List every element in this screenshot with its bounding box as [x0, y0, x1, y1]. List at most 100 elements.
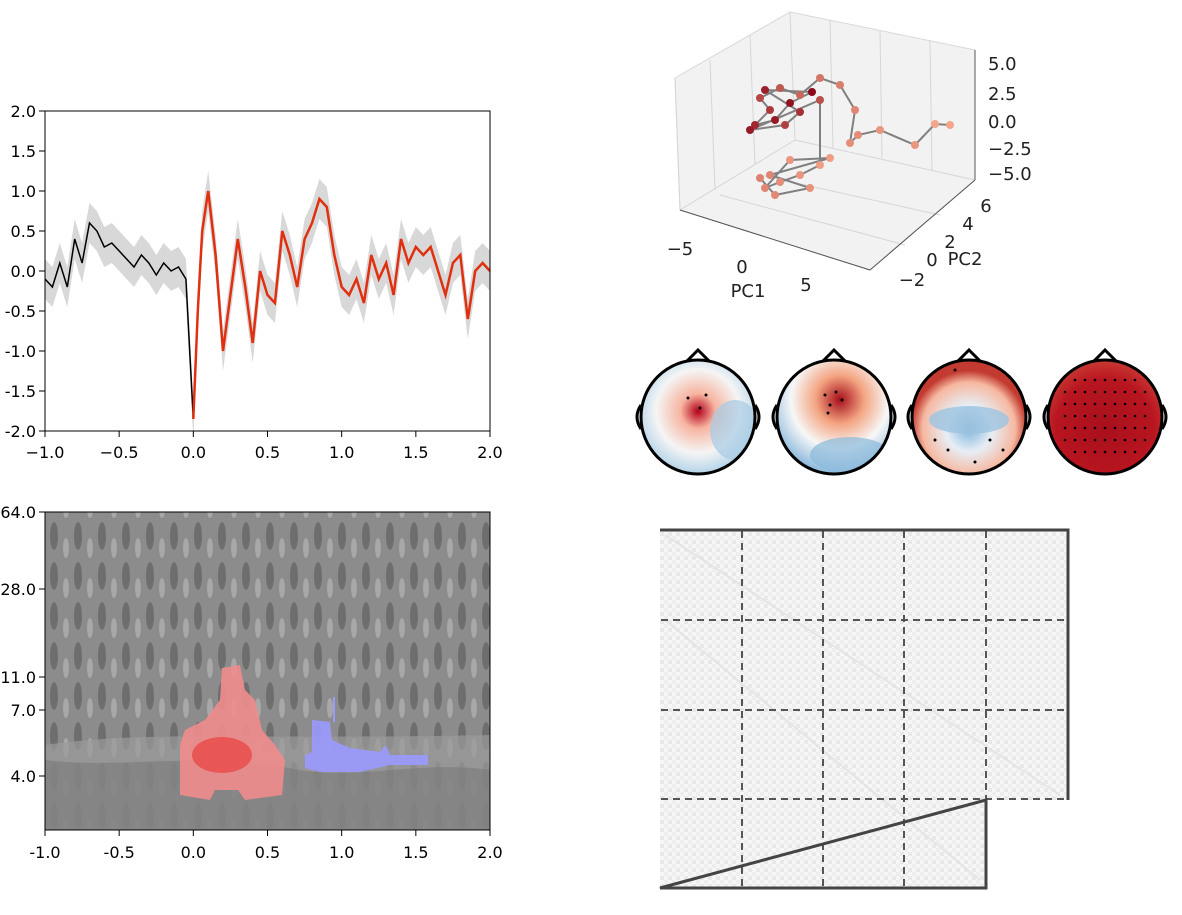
- sensor-dot: [933, 438, 937, 442]
- tf-x-tick-label: -0.5: [104, 843, 135, 862]
- pca-point: [876, 126, 884, 134]
- sensor-dot: [1143, 390, 1147, 394]
- sensor-dot: [1083, 390, 1087, 394]
- pca-point: [771, 116, 779, 124]
- erp-baseline-line: [44, 221, 195, 420]
- sensor-dot: [1123, 390, 1127, 394]
- sensor-dot: [1143, 426, 1147, 430]
- pca-point: [931, 120, 939, 128]
- erp-x-tick-label: 2.0: [477, 443, 502, 462]
- matrix-frame: [659, 528, 1070, 890]
- sensor-dot: [1093, 414, 1097, 418]
- erp-x-tick-label: 1.5: [403, 443, 428, 462]
- erp-y-tick-label: -2.0: [5, 422, 36, 441]
- sensor-dot: [1083, 402, 1087, 406]
- pca-point: [836, 81, 844, 89]
- sensor-dot: [1093, 426, 1097, 430]
- sensor-dot: [1133, 390, 1137, 394]
- sensor-dot: [946, 448, 950, 452]
- pca-x-tick-label: 5: [800, 275, 811, 296]
- sensor-dot: [1133, 414, 1137, 418]
- sensor-dot: [834, 390, 838, 394]
- erp-x-tick-label: −1.0: [26, 443, 65, 462]
- sensor-dot: [1133, 378, 1137, 382]
- pca-point: [808, 88, 816, 96]
- pca-y-tick-label: 2: [944, 232, 955, 253]
- sensor-dot: [686, 396, 690, 400]
- sensor-dot: [1083, 414, 1087, 418]
- topomap-sensors: [686, 368, 1147, 464]
- erp-y-tick-label: 1.5: [11, 142, 36, 161]
- sensor-dot: [1133, 402, 1137, 406]
- pca-point: [796, 91, 804, 99]
- pca-point: [756, 174, 764, 182]
- sensor-dot: [826, 411, 830, 415]
- tf-x-tick-label: 1.5: [403, 843, 428, 862]
- pca-point: [766, 171, 774, 179]
- pca-z-tick-label: 5.0: [988, 54, 1017, 75]
- pca-point: [761, 184, 769, 192]
- pca-point: [796, 171, 804, 179]
- topomap-2: [771, 347, 897, 476]
- pca-x-axis-label: PC1: [731, 281, 766, 302]
- tf-x-tick-label: 1.0: [329, 843, 354, 862]
- sensor-dot: [1103, 438, 1107, 442]
- pca-point: [816, 96, 824, 104]
- pca-y-tick-label: −2: [899, 270, 926, 291]
- erp-post-stimulus-line: [192, 190, 491, 420]
- pca-point: [846, 139, 854, 147]
- erp-y-tick-label: 2.0: [11, 102, 36, 121]
- sensor-dot: [973, 460, 977, 464]
- sensor-dot: [1113, 390, 1117, 394]
- block-matrix: [659, 528, 1070, 890]
- pca-y-tick-label: 4: [962, 214, 973, 235]
- pca-point: [756, 94, 764, 102]
- erp-y-axis: 2.0 1.5 1.0 0.5 0.0 -0.5 -1.0 -1.5 -2.0: [5, 102, 45, 441]
- pca-x-tick-label: 0: [736, 257, 747, 278]
- sensor-dot: [1063, 414, 1067, 418]
- tf-chart: -1.0 -0.5 0.0 0.5 1.0 1.5 2.0 64.0 28.0 11.0 7.0 4…: [0, 503, 502, 862]
- sensor-dot: [1103, 378, 1107, 382]
- topomap-4: [1042, 347, 1168, 476]
- pca-point: [816, 74, 824, 82]
- tf-y-tick-label: 64.0: [0, 503, 36, 522]
- sensor-dot: [1073, 426, 1077, 430]
- erp-y-tick-label: -1.0: [5, 342, 36, 361]
- sensor-dot: [1123, 450, 1127, 454]
- sensor-dot: [1063, 426, 1067, 430]
- matrix-block-dividers: [661, 531, 1067, 887]
- erp-y-tick-label: 0.5: [11, 222, 36, 241]
- sensor-dot: [1073, 402, 1077, 406]
- sensor-dot: [1073, 450, 1077, 454]
- pca-point: [816, 161, 824, 169]
- topomap-row: [635, 347, 1168, 476]
- sensor-dot: [1083, 378, 1087, 382]
- sensor-dot: [1123, 426, 1127, 430]
- sensor-dot: [1123, 438, 1127, 442]
- pca-point: [946, 121, 954, 129]
- sensor-dot: [704, 393, 708, 397]
- pca-point: [826, 154, 834, 162]
- pca-point: [854, 131, 862, 139]
- sensor-dot: [1143, 414, 1147, 418]
- sensor-dot: [1123, 414, 1127, 418]
- sensor-dot: [1093, 438, 1097, 442]
- tf-y-axis: 64.0 28.0 11.0 7.0 4.0: [0, 503, 45, 786]
- pca-point: [776, 84, 784, 92]
- pca-point: [796, 108, 804, 116]
- pca-z-tick-label: 0.0: [988, 112, 1017, 133]
- erp-y-tick-label: -0.5: [5, 302, 36, 321]
- sensor-dot: [1113, 402, 1117, 406]
- sensor-dot: [1113, 426, 1117, 430]
- sensor-dot: [1093, 378, 1097, 382]
- sensor-dot: [828, 403, 832, 407]
- pca-z-tick-label: −5.0: [988, 164, 1032, 185]
- pca-point: [766, 106, 774, 114]
- sensor-dot: [1083, 450, 1087, 454]
- pca-points: [746, 74, 954, 199]
- tf-y-tick-label: 4.0: [11, 767, 36, 786]
- sensor-dot: [1073, 390, 1077, 394]
- pca-point: [911, 141, 919, 149]
- sensor-dot: [953, 368, 957, 372]
